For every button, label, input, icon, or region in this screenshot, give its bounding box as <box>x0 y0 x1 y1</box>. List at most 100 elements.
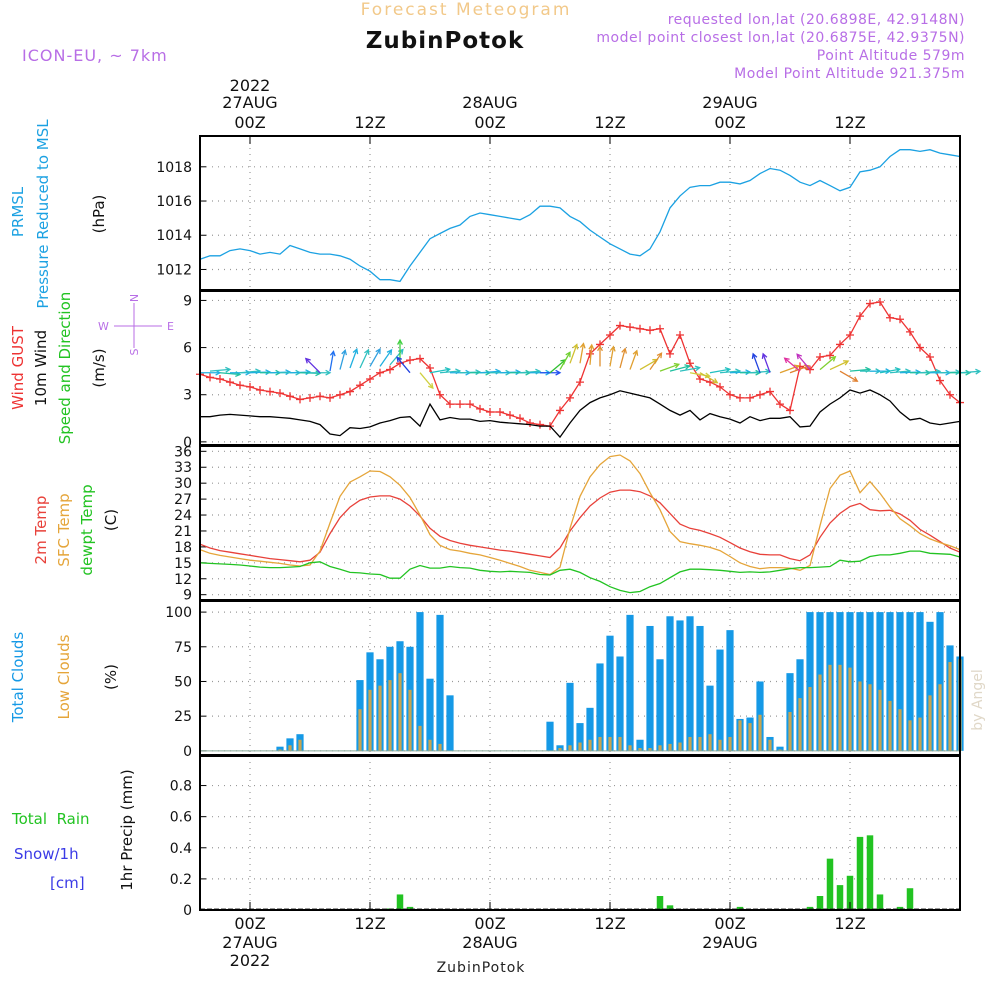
gust-marker <box>256 386 264 394</box>
wind-frame <box>199 290 961 446</box>
gust-marker <box>566 393 574 402</box>
wind-arrow-head <box>375 347 381 355</box>
wind-arrow <box>889 370 910 374</box>
label-low-clouds: Low Clouds <box>55 634 73 719</box>
wind-arrow-head <box>427 383 434 390</box>
time-label-top: 00Z <box>474 113 505 132</box>
wind-arrow <box>239 370 260 374</box>
low-cloud-bar <box>808 687 812 751</box>
wind-arrow-head <box>579 342 586 349</box>
temperature-series-t2m <box>199 489 961 563</box>
wind-arrow <box>919 370 940 374</box>
model-label: ICON-EU, ~ 7km <box>22 46 168 65</box>
low-cloud-bar <box>898 709 902 751</box>
low-cloud-bar <box>628 745 632 751</box>
wind-arrow <box>789 365 810 374</box>
wind-arrow <box>519 370 540 374</box>
wind-arrow <box>784 357 801 372</box>
label-snow: Snow/1h <box>14 845 79 863</box>
wind-arrow-head <box>751 352 758 359</box>
wind-arrow <box>209 368 230 372</box>
label-2m-temp: 2m Temp <box>32 496 50 565</box>
clouds-panel: 0 25 50 75 100 <box>165 600 964 760</box>
wind-arrow <box>439 370 460 374</box>
time-label-top: 00Z <box>714 113 745 132</box>
wind-arrow-head <box>761 352 768 359</box>
total-cloud-bar <box>646 625 654 751</box>
wind-arrow-head <box>397 338 403 345</box>
wind-arrow-head <box>673 362 681 369</box>
time-label-bottom: 00Z <box>474 914 505 933</box>
low-cloud-bar <box>758 714 762 751</box>
wind-arrow <box>762 353 771 373</box>
wind-arrow-head <box>843 360 850 366</box>
gust-marker <box>636 324 644 333</box>
label-1hr-precip: 1hr Precip (mm) <box>118 769 136 890</box>
time-label-bottom: 00Z <box>714 914 745 933</box>
total-cloud-bar <box>936 612 944 751</box>
watermark: by Angel <box>970 669 986 730</box>
wind-arrow-head <box>621 347 627 354</box>
pressure-frame <box>199 135 961 291</box>
compass-s: S <box>128 348 141 355</box>
total-cloud-bar <box>686 616 694 751</box>
info-line-4: Model Point Altitude 921.375m <box>734 66 965 82</box>
label-ms: (m/s) <box>90 348 108 387</box>
low-cloud-bar <box>558 748 562 751</box>
clouds-ytick-label: 50 <box>174 674 192 690</box>
wind-arrow <box>719 370 740 374</box>
wind-arrow-head <box>285 369 292 376</box>
wind-arrow-head <box>694 365 702 372</box>
gust-marker <box>326 393 334 402</box>
wind-ytick-label: 0 <box>183 435 192 451</box>
wind-arrow-head <box>724 367 732 373</box>
total-cloud-bar <box>926 621 934 751</box>
gust-marker <box>206 373 214 382</box>
wind-arrow <box>819 356 836 371</box>
time-label-top: 28AUG <box>462 93 517 112</box>
temperature-series-dewpt <box>199 550 961 594</box>
time-label-bottom: 00Z <box>234 914 265 933</box>
gust-marker <box>536 420 544 429</box>
clouds-ytick-label: 75 <box>174 640 192 656</box>
gust-marker <box>266 387 274 396</box>
rain-bar <box>876 894 884 910</box>
wind-arrow-head <box>572 343 579 350</box>
wind-arrow-head <box>796 353 803 360</box>
gust-marker <box>726 390 734 399</box>
gust-marker <box>216 375 224 383</box>
time-label-top: 12Z <box>354 113 385 132</box>
temperature-series-sfc <box>199 454 961 576</box>
gust-marker <box>876 298 884 306</box>
time-label-top: 29AUG <box>702 93 757 112</box>
time-label-top: 2022 <box>230 76 271 95</box>
low-cloud-bar <box>428 739 432 751</box>
wind-arrow-head <box>386 348 393 356</box>
wind-arrow-head <box>225 366 232 373</box>
rain-bar <box>826 858 834 910</box>
wind-arrow-head <box>325 369 332 376</box>
pressure-ytick-label: 1012 <box>156 262 192 278</box>
gust-marker <box>836 340 844 349</box>
wind-arrow <box>549 359 566 374</box>
gust-marker <box>696 375 704 383</box>
total-cloud-bar <box>426 678 434 751</box>
low-cloud-bar <box>798 698 802 751</box>
low-cloud-bar <box>738 720 742 751</box>
total-cloud-bar <box>676 620 684 751</box>
temperature-ytick-label: 12 <box>174 572 192 588</box>
gust-marker <box>476 404 484 413</box>
gust-marker <box>346 387 354 396</box>
gust-marker <box>666 349 674 358</box>
low-cloud-bar <box>928 695 932 751</box>
temp-panel-labels: 2m Temp SFC Temp dewpt Temp (C) <box>32 484 120 575</box>
pressure-ytick-label: 1018 <box>156 160 192 176</box>
wind-ytick-label: 9 <box>183 293 192 309</box>
gust-marker <box>486 408 494 416</box>
low-cloud-bar <box>678 742 682 751</box>
wind-arrow-head <box>803 364 811 371</box>
low-cloud-bar <box>718 739 722 751</box>
pressure-panel: 1012 1014 1016 1018 <box>156 135 961 291</box>
